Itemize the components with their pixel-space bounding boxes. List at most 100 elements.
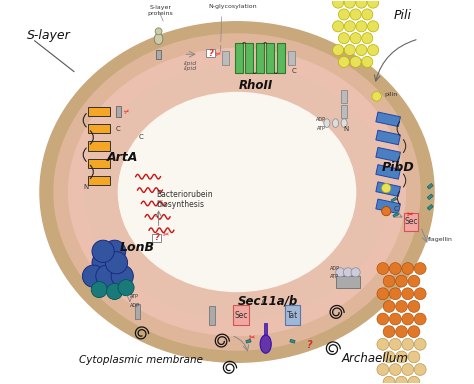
Text: Sec11a/b: Sec11a/b xyxy=(237,295,298,308)
Text: ✂: ✂ xyxy=(123,108,131,116)
Circle shape xyxy=(344,0,356,8)
Text: Sec: Sec xyxy=(404,217,418,226)
Bar xyxy=(116,106,121,117)
Circle shape xyxy=(105,252,128,274)
Bar xyxy=(376,165,401,179)
Bar xyxy=(391,197,397,202)
Bar xyxy=(152,233,162,242)
Bar xyxy=(277,43,285,73)
Circle shape xyxy=(333,45,344,56)
Circle shape xyxy=(155,28,162,35)
Circle shape xyxy=(414,364,426,376)
Bar xyxy=(427,194,433,200)
Circle shape xyxy=(408,300,420,312)
Circle shape xyxy=(377,313,389,325)
Text: ✂: ✂ xyxy=(215,51,222,58)
Circle shape xyxy=(389,288,401,300)
Text: S-layer: S-layer xyxy=(27,29,70,41)
Text: ArtA: ArtA xyxy=(107,151,138,164)
Circle shape xyxy=(350,33,361,44)
Circle shape xyxy=(396,300,408,312)
Circle shape xyxy=(338,56,349,68)
Bar xyxy=(376,147,401,162)
Circle shape xyxy=(336,268,345,277)
Ellipse shape xyxy=(69,48,405,336)
Text: Sec: Sec xyxy=(234,311,247,320)
Text: C: C xyxy=(261,299,266,305)
Circle shape xyxy=(408,326,420,338)
Circle shape xyxy=(414,263,426,275)
Text: ATP: ATP xyxy=(130,294,139,299)
Circle shape xyxy=(408,351,420,363)
Text: Archaellum: Archaellum xyxy=(341,352,408,365)
Circle shape xyxy=(111,265,133,287)
Circle shape xyxy=(383,326,395,338)
Circle shape xyxy=(343,268,353,277)
Circle shape xyxy=(377,338,389,350)
Text: ✂: ✂ xyxy=(407,210,413,218)
Ellipse shape xyxy=(40,22,434,362)
Text: C: C xyxy=(393,206,398,212)
Circle shape xyxy=(396,275,408,287)
Bar xyxy=(376,199,401,214)
Text: flagellin: flagellin xyxy=(428,237,453,242)
Bar xyxy=(235,43,243,73)
Text: C: C xyxy=(116,126,121,132)
Circle shape xyxy=(338,9,349,20)
Bar xyxy=(341,105,347,118)
Text: RhoII: RhoII xyxy=(239,79,273,92)
Circle shape xyxy=(344,21,356,32)
Circle shape xyxy=(91,281,107,298)
Circle shape xyxy=(362,9,373,20)
Bar xyxy=(256,43,264,73)
Circle shape xyxy=(414,338,426,350)
Circle shape xyxy=(383,300,395,312)
Circle shape xyxy=(372,91,382,101)
Circle shape xyxy=(396,351,408,363)
Text: Cytoplasmic membrane: Cytoplasmic membrane xyxy=(79,355,203,365)
Circle shape xyxy=(367,0,379,8)
Bar xyxy=(88,159,110,168)
Bar xyxy=(427,205,433,210)
Circle shape xyxy=(377,263,389,275)
Bar xyxy=(341,89,347,103)
Text: Pili: Pili xyxy=(394,10,412,23)
Bar xyxy=(156,50,161,59)
Circle shape xyxy=(389,338,401,350)
Circle shape xyxy=(389,364,401,376)
Bar xyxy=(210,306,215,325)
Text: ?: ? xyxy=(154,233,159,242)
Ellipse shape xyxy=(154,33,163,45)
Text: ATP: ATP xyxy=(330,274,339,279)
Text: N: N xyxy=(344,126,349,132)
Bar xyxy=(336,276,360,288)
Circle shape xyxy=(383,376,395,384)
Circle shape xyxy=(382,184,391,193)
Bar xyxy=(284,305,301,325)
Bar xyxy=(290,339,295,343)
Circle shape xyxy=(338,33,349,44)
Text: ADP: ADP xyxy=(130,303,140,308)
Circle shape xyxy=(350,9,361,20)
Text: ✂: ✂ xyxy=(249,333,255,342)
Circle shape xyxy=(383,275,395,287)
Circle shape xyxy=(402,263,414,275)
Circle shape xyxy=(356,45,367,56)
Text: N-glycosylation: N-glycosylation xyxy=(209,4,257,9)
Text: lipid: lipid xyxy=(183,61,197,66)
Circle shape xyxy=(107,283,123,300)
Text: LonB: LonB xyxy=(120,241,155,254)
Text: S-layer
proteins: S-layer proteins xyxy=(147,5,173,16)
Circle shape xyxy=(408,275,420,287)
Bar xyxy=(246,339,251,343)
Circle shape xyxy=(367,21,379,32)
Circle shape xyxy=(362,33,373,44)
Circle shape xyxy=(92,252,114,274)
Bar xyxy=(233,305,249,325)
Ellipse shape xyxy=(118,93,356,291)
Bar xyxy=(135,304,140,319)
Text: ATP: ATP xyxy=(317,126,326,131)
Bar xyxy=(206,49,215,58)
Circle shape xyxy=(333,0,344,8)
Text: ?: ? xyxy=(307,340,312,350)
